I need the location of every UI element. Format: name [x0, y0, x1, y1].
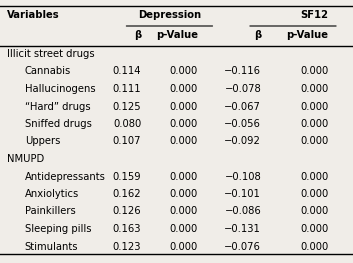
Text: −0.086: −0.086 [225, 206, 261, 216]
Text: β: β [254, 30, 261, 40]
Text: 0.000: 0.000 [300, 241, 328, 251]
Text: Illicit street drugs: Illicit street drugs [7, 49, 95, 59]
Text: 0.080: 0.080 [113, 119, 141, 129]
Text: 0.111: 0.111 [113, 84, 141, 94]
Text: 0.159: 0.159 [113, 171, 141, 181]
Text: “Hard” drugs: “Hard” drugs [25, 102, 90, 112]
Text: 0.163: 0.163 [113, 224, 141, 234]
Text: −0.056: −0.056 [225, 119, 261, 129]
Text: 0.000: 0.000 [169, 224, 198, 234]
Text: 0.000: 0.000 [169, 171, 198, 181]
Text: 0.000: 0.000 [169, 67, 198, 77]
Text: 0.000: 0.000 [169, 84, 198, 94]
Text: NMUPD: NMUPD [7, 154, 44, 164]
Text: 0.000: 0.000 [300, 206, 328, 216]
Text: 0.000: 0.000 [300, 102, 328, 112]
Text: 0.000: 0.000 [169, 189, 198, 199]
Text: 0.000: 0.000 [300, 84, 328, 94]
Text: −0.067: −0.067 [225, 102, 261, 112]
Text: Painkillers: Painkillers [25, 206, 76, 216]
Text: 0.123: 0.123 [113, 241, 141, 251]
Text: 0.000: 0.000 [169, 241, 198, 251]
Text: Uppers: Uppers [25, 136, 60, 146]
Text: Hallucinogens: Hallucinogens [25, 84, 95, 94]
Text: 0.000: 0.000 [169, 206, 198, 216]
Text: 0.000: 0.000 [300, 136, 328, 146]
Text: Stimulants: Stimulants [25, 241, 78, 251]
Text: −0.092: −0.092 [225, 136, 261, 146]
Text: −0.108: −0.108 [225, 171, 261, 181]
Text: 0.000: 0.000 [300, 224, 328, 234]
Text: p-Value: p-Value [286, 30, 328, 40]
Text: Sniffed drugs: Sniffed drugs [25, 119, 91, 129]
Text: Sleeping pills: Sleeping pills [25, 224, 91, 234]
Text: Depression: Depression [138, 10, 201, 20]
Text: p-Value: p-Value [156, 30, 198, 40]
Text: Variables: Variables [7, 10, 60, 20]
Text: 0.107: 0.107 [113, 136, 141, 146]
Text: 0.126: 0.126 [113, 206, 141, 216]
Text: −0.101: −0.101 [225, 189, 261, 199]
Text: −0.131: −0.131 [225, 224, 261, 234]
Text: −0.116: −0.116 [224, 67, 261, 77]
Text: β: β [134, 30, 141, 40]
Text: −0.078: −0.078 [225, 84, 261, 94]
Text: 0.125: 0.125 [113, 102, 141, 112]
Text: 0.000: 0.000 [169, 102, 198, 112]
Text: 0.000: 0.000 [300, 171, 328, 181]
Text: SF12: SF12 [300, 10, 328, 20]
Text: 0.114: 0.114 [113, 67, 141, 77]
Text: 0.000: 0.000 [300, 67, 328, 77]
Text: 0.000: 0.000 [169, 136, 198, 146]
Text: −0.076: −0.076 [225, 241, 261, 251]
Text: 0.162: 0.162 [113, 189, 141, 199]
Text: 0.000: 0.000 [300, 119, 328, 129]
Text: Anxiolytics: Anxiolytics [25, 189, 79, 199]
Text: Cannabis: Cannabis [25, 67, 71, 77]
Text: 0.000: 0.000 [169, 119, 198, 129]
Text: 0.000: 0.000 [300, 189, 328, 199]
Text: Antidepressants: Antidepressants [25, 171, 106, 181]
